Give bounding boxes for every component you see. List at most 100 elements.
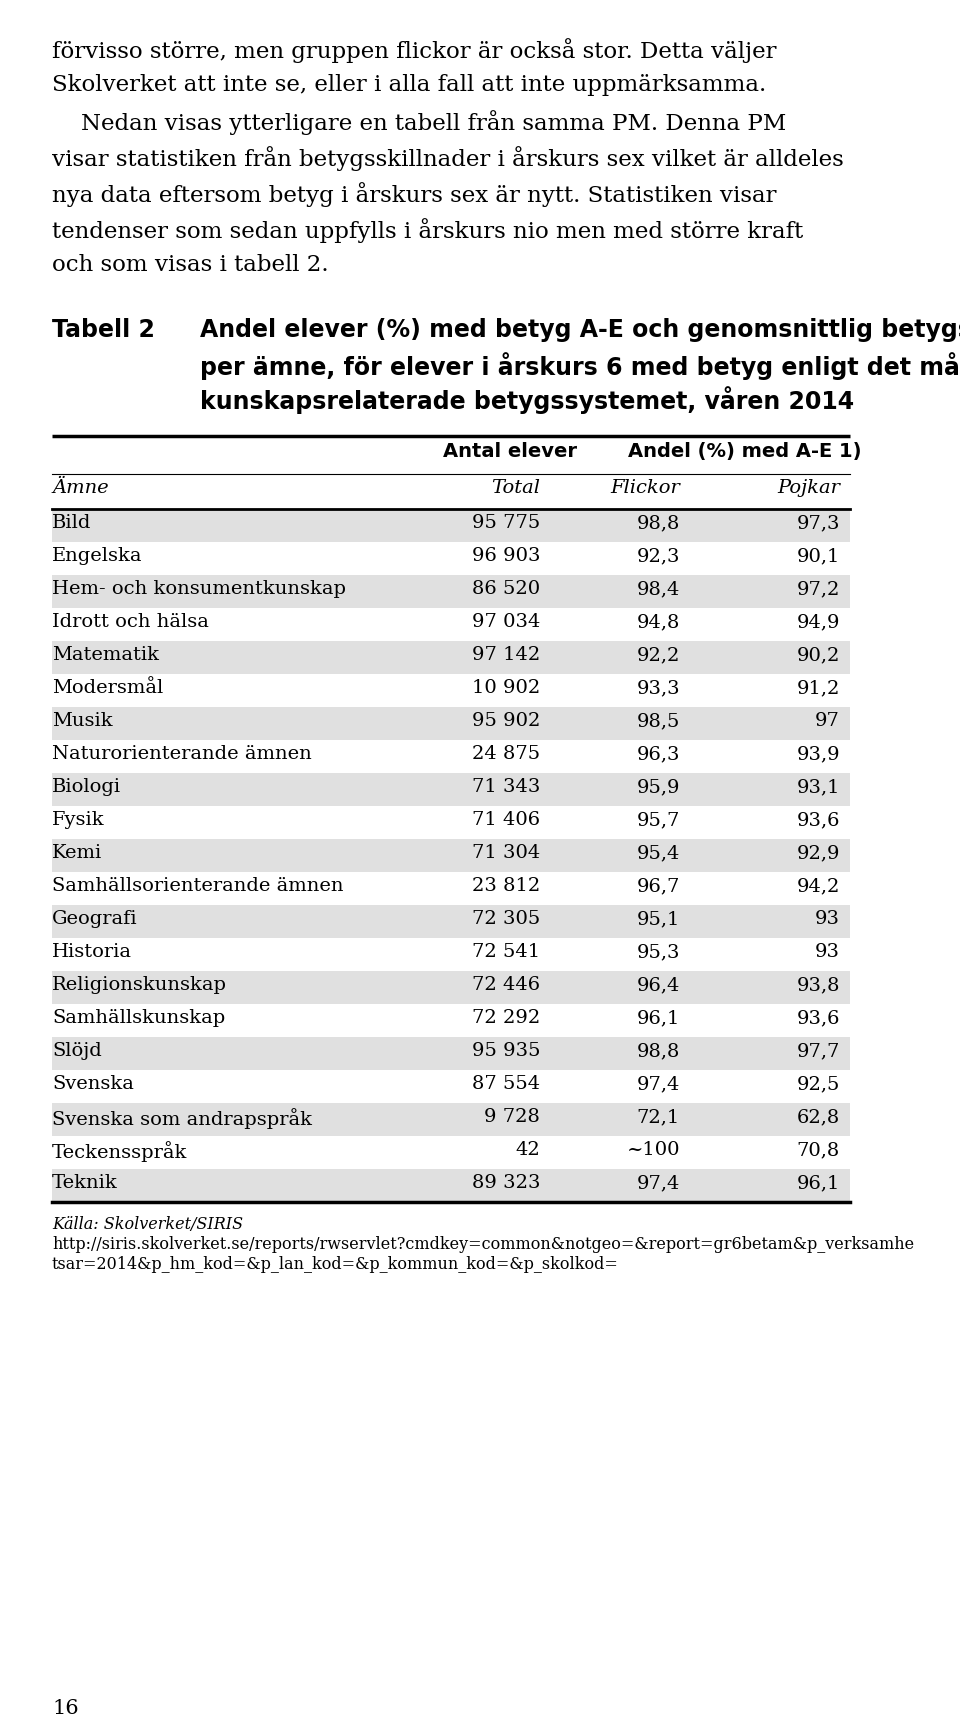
- Bar: [52, 575, 850, 608]
- Text: Teknik: Teknik: [52, 1174, 118, 1192]
- Text: Svenska som andrapspråk: Svenska som andrapspråk: [52, 1109, 312, 1129]
- Text: 98,5: 98,5: [636, 712, 680, 731]
- Bar: [52, 509, 850, 542]
- Text: 97,2: 97,2: [797, 580, 840, 598]
- Bar: [52, 971, 850, 1003]
- Text: per ämne, för elever i årskurs 6 med betyg enligt det mål- och: per ämne, för elever i årskurs 6 med bet…: [200, 352, 960, 380]
- Text: Samhällskunskap: Samhällskunskap: [52, 1009, 226, 1028]
- Text: 62,8: 62,8: [797, 1109, 840, 1126]
- Bar: [52, 839, 850, 872]
- Text: 93,1: 93,1: [797, 777, 840, 796]
- Text: 95 775: 95 775: [471, 515, 540, 532]
- Text: 72,1: 72,1: [636, 1109, 680, 1126]
- Bar: [52, 706, 850, 739]
- Text: Musik: Musik: [52, 712, 112, 731]
- Text: 72 305: 72 305: [471, 910, 540, 927]
- Text: Modersmål: Modersmål: [52, 679, 163, 698]
- Text: 72 446: 72 446: [472, 976, 540, 995]
- Text: 10 902: 10 902: [471, 679, 540, 698]
- Text: 98,8: 98,8: [636, 1041, 680, 1060]
- Text: 94,2: 94,2: [797, 877, 840, 895]
- Text: 93,6: 93,6: [797, 1009, 840, 1028]
- Text: 93,3: 93,3: [636, 679, 680, 698]
- Text: 89 323: 89 323: [471, 1174, 540, 1192]
- Text: 92,9: 92,9: [797, 845, 840, 862]
- Text: Biologi: Biologi: [52, 777, 121, 796]
- Text: Andel (%) med A-E 1): Andel (%) med A-E 1): [628, 442, 862, 461]
- Text: tsar=2014&p_hm_kod=&p_lan_kod=&p_kommun_kod=&p_skolkod=: tsar=2014&p_hm_kod=&p_lan_kod=&p_kommun_…: [52, 1256, 619, 1273]
- Text: 96,3: 96,3: [636, 744, 680, 763]
- Bar: [52, 1169, 850, 1202]
- Bar: [52, 905, 850, 938]
- Text: 90,2: 90,2: [797, 646, 840, 663]
- Bar: [52, 1104, 850, 1136]
- Text: visar statistiken från betygsskillnader i årskurs sex vilket är alldeles: visar statistiken från betygsskillnader …: [52, 147, 844, 171]
- Text: kunskapsrelaterade betygssystemet, våren 2014: kunskapsrelaterade betygssystemet, våren…: [200, 387, 854, 414]
- Text: Idrott och hälsa: Idrott och hälsa: [52, 613, 209, 630]
- Bar: [52, 774, 850, 807]
- Text: 97 142: 97 142: [471, 646, 540, 663]
- Text: 71 343: 71 343: [471, 777, 540, 796]
- Text: 92,3: 92,3: [636, 547, 680, 565]
- Text: 93: 93: [815, 910, 840, 927]
- Text: och som visas i tabell 2.: och som visas i tabell 2.: [52, 254, 328, 276]
- Text: Bild: Bild: [52, 515, 91, 532]
- Text: förvisso större, men gruppen flickor är också stor. Detta väljer: förvisso större, men gruppen flickor är …: [52, 38, 777, 62]
- Text: 72 541: 72 541: [472, 943, 540, 960]
- Text: 95,4: 95,4: [636, 845, 680, 862]
- Text: Tabell 2: Tabell 2: [52, 318, 155, 342]
- Text: 97,4: 97,4: [636, 1074, 680, 1093]
- Text: 97,7: 97,7: [797, 1041, 840, 1060]
- Text: 96,1: 96,1: [797, 1174, 840, 1192]
- Text: Skolverket att inte se, eller i alla fall att inte uppmärksamma.: Skolverket att inte se, eller i alla fal…: [52, 74, 766, 97]
- Text: Nedan visas ytterligare en tabell från samma PM. Denna PM: Nedan visas ytterligare en tabell från s…: [52, 111, 786, 135]
- Text: 90,1: 90,1: [797, 547, 840, 565]
- Text: 93,6: 93,6: [797, 812, 840, 829]
- Text: 86 520: 86 520: [472, 580, 540, 598]
- Bar: [52, 1036, 850, 1071]
- Text: 71 304: 71 304: [471, 845, 540, 862]
- Text: Samhällsorienterande ämnen: Samhällsorienterande ämnen: [52, 877, 344, 895]
- Text: 97: 97: [815, 712, 840, 731]
- Text: 97,4: 97,4: [636, 1174, 680, 1192]
- Text: Fysik: Fysik: [52, 812, 105, 829]
- Text: Teckensspråk: Teckensspråk: [52, 1142, 187, 1162]
- Text: Total: Total: [491, 478, 540, 497]
- Text: 87 554: 87 554: [472, 1074, 540, 1093]
- Text: tendenser som sedan uppfylls i årskurs nio men med större kraft: tendenser som sedan uppfylls i årskurs n…: [52, 218, 804, 244]
- Text: 96,7: 96,7: [636, 877, 680, 895]
- Text: 95 902: 95 902: [471, 712, 540, 731]
- Text: 98,8: 98,8: [636, 515, 680, 532]
- Text: 98,4: 98,4: [636, 580, 680, 598]
- Text: Pojkar: Pojkar: [777, 478, 840, 497]
- Text: 97,3: 97,3: [797, 515, 840, 532]
- Text: Engelska: Engelska: [52, 547, 142, 565]
- Text: Historia: Historia: [52, 943, 132, 960]
- Text: 95,3: 95,3: [636, 943, 680, 960]
- Text: 71 406: 71 406: [472, 812, 540, 829]
- Text: 95,7: 95,7: [636, 812, 680, 829]
- Text: 91,2: 91,2: [797, 679, 840, 698]
- Text: Kemi: Kemi: [52, 845, 103, 862]
- Text: 23 812: 23 812: [471, 877, 540, 895]
- Text: http://siris.skolverket.se/reports/rwservlet?cmdkey=common&notgeo=&report=gr6bet: http://siris.skolverket.se/reports/rwser…: [52, 1237, 914, 1254]
- Text: 24 875: 24 875: [472, 744, 540, 763]
- Text: 16: 16: [52, 1699, 79, 1718]
- Text: 96 903: 96 903: [471, 547, 540, 565]
- Text: Religionskunskap: Religionskunskap: [52, 976, 227, 995]
- Text: Källa: Skolverket/SIRIS: Källa: Skolverket/SIRIS: [52, 1216, 243, 1233]
- Text: ~100: ~100: [627, 1142, 680, 1159]
- Text: Svenska: Svenska: [52, 1074, 133, 1093]
- Text: Ämne: Ämne: [52, 478, 108, 497]
- Text: 93,9: 93,9: [797, 744, 840, 763]
- Text: 70,8: 70,8: [797, 1142, 840, 1159]
- Text: Antal elever: Antal elever: [443, 442, 577, 461]
- Text: 95,9: 95,9: [636, 777, 680, 796]
- Text: Hem- och konsumentkunskap: Hem- och konsumentkunskap: [52, 580, 346, 598]
- Text: nya data eftersom betyg i årskurs sex är nytt. Statistiken visar: nya data eftersom betyg i årskurs sex är…: [52, 181, 777, 207]
- Text: 42: 42: [516, 1142, 540, 1159]
- Text: 9 728: 9 728: [484, 1109, 540, 1126]
- Text: 96,1: 96,1: [636, 1009, 680, 1028]
- Text: 72 292: 72 292: [471, 1009, 540, 1028]
- Text: 92,5: 92,5: [797, 1074, 840, 1093]
